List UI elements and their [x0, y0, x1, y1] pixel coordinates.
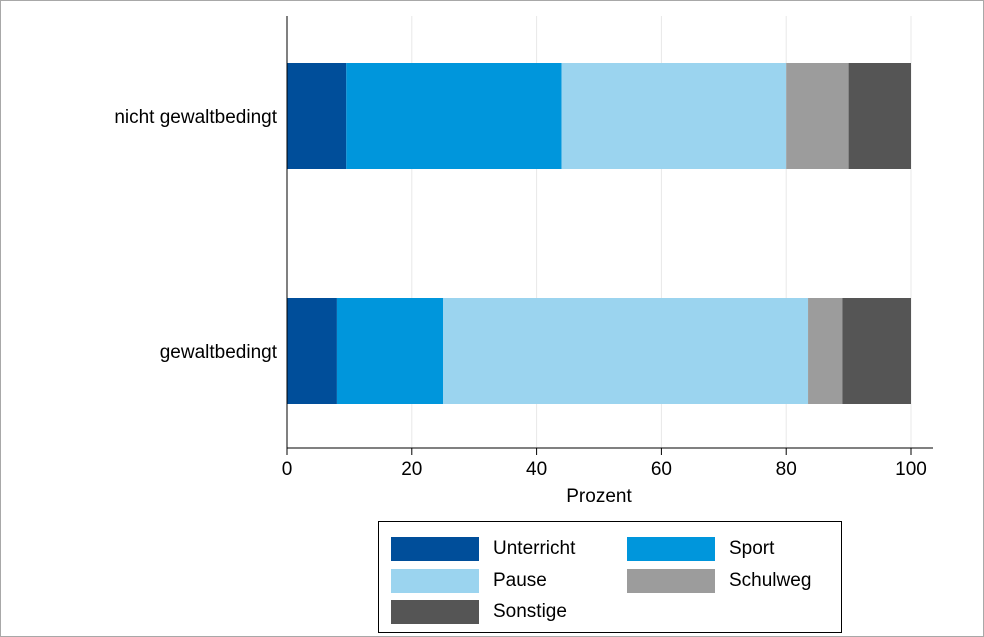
bar-1-schulweg — [808, 298, 843, 404]
legend-item-pause: Pause — [391, 569, 547, 593]
bar-1-sport — [336, 298, 443, 404]
labels: 0 20 40 60 80 100 nicht gewaltbedingt gewaltbed… — [114, 107, 927, 480]
legend-swatch — [391, 537, 479, 561]
x-tick-label-80: 80 — [776, 459, 797, 480]
axes — [286, 16, 933, 455]
legend: Unterricht Sport Pause Schulweg Sonstige — [378, 521, 842, 633]
legend-label: Pause — [493, 570, 547, 591]
legend-item-sonstige: Sonstige — [391, 600, 567, 624]
bar-1-unterricht — [287, 298, 337, 404]
legend-label: Schulweg — [729, 570, 812, 591]
legend-swatch — [627, 569, 715, 593]
legend-swatch — [627, 537, 715, 561]
legend-item-schulweg: Schulweg — [627, 569, 811, 593]
x-axis-title: Prozent — [566, 486, 632, 507]
legend-swatch — [391, 600, 479, 624]
x-tick-label-100: 100 — [895, 459, 927, 480]
bar-0-schulweg — [786, 63, 849, 169]
legend-swatch — [391, 569, 479, 593]
bar-0-pause — [561, 63, 787, 169]
category-label-1: gewaltbedingt — [160, 342, 278, 363]
bar-1-sonstige — [842, 298, 911, 404]
bars — [287, 63, 911, 404]
bar-0-sport — [346, 63, 562, 169]
legend-item-unterricht: Unterricht — [391, 537, 575, 561]
bar-1-pause — [443, 298, 809, 404]
legend-label: Sport — [729, 538, 775, 559]
x-tick-label-20: 20 — [401, 459, 422, 480]
x-tick-label-0: 0 — [282, 459, 293, 480]
category-label-0: nicht gewaltbedingt — [114, 107, 277, 128]
legend-item-sport: Sport — [627, 537, 774, 561]
bar-0-unterricht — [287, 63, 347, 169]
legend-label: Unterricht — [493, 538, 576, 559]
x-tick-label-60: 60 — [651, 459, 672, 480]
stacked-bar-chart: 0 20 40 60 80 100 nicht gewaltbedingt gewaltbed… — [114, 16, 933, 507]
x-tick-label-40: 40 — [526, 459, 547, 480]
legend-label: Sonstige — [493, 601, 567, 622]
bar-0-sonstige — [848, 63, 911, 169]
